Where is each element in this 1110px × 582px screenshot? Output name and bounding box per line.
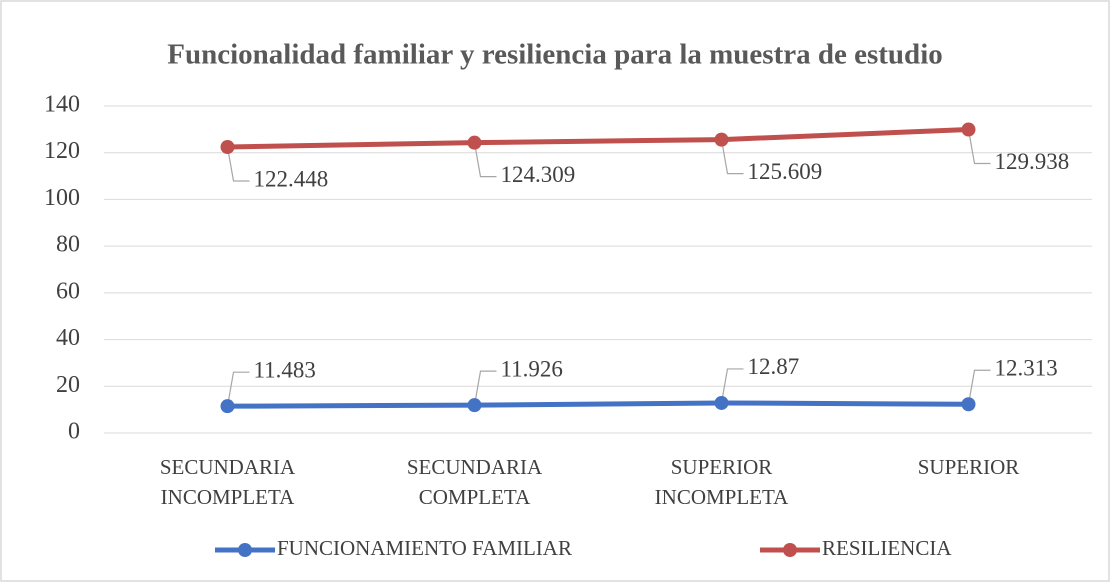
leader-line xyxy=(720,139,744,175)
x-tick-label: SUPERIOR xyxy=(918,455,1020,479)
point xyxy=(714,132,729,147)
data-label: 125.609 xyxy=(748,159,823,184)
point xyxy=(467,135,482,150)
x-tick-label: SECUNDARIA INCOMPLETA xyxy=(160,455,296,509)
y-tick-label: 20 xyxy=(56,372,80,398)
leader-line xyxy=(967,129,991,165)
data-label: 124.309 xyxy=(501,162,576,187)
point xyxy=(220,139,235,154)
y-tick-label: 120 xyxy=(44,138,80,164)
legend-marker xyxy=(783,543,797,557)
point xyxy=(961,122,976,137)
x-tick-label: SUPERIOR INCOMPLETA xyxy=(655,455,789,509)
y-tick-label: 80 xyxy=(56,232,80,258)
point xyxy=(961,397,976,412)
point xyxy=(467,398,482,413)
data-label: 11.926 xyxy=(501,356,563,381)
data-label: 122.448 xyxy=(254,166,329,191)
leader-line xyxy=(226,371,250,407)
y-tick-label: 60 xyxy=(56,278,80,304)
legend-label: RESILIENCIA xyxy=(822,536,952,560)
chart-title: Funcionalidad familiar y resiliencia par… xyxy=(167,39,943,71)
legend-marker xyxy=(238,543,252,557)
legend-label: FUNCIONAMIENTO FAMILIAR xyxy=(277,536,572,560)
leader-line xyxy=(226,146,250,182)
series-line xyxy=(227,400,969,409)
data-label: 12.313 xyxy=(995,356,1058,381)
series-line xyxy=(227,127,969,150)
leader-line xyxy=(473,142,497,178)
leader-line xyxy=(720,368,744,404)
leader-line xyxy=(967,369,991,405)
data-label: 129.938 xyxy=(995,149,1070,174)
point xyxy=(220,399,235,414)
y-tick-label: 40 xyxy=(56,325,80,351)
y-tick-label: 140 xyxy=(44,92,80,118)
y-tick-label: 100 xyxy=(44,185,80,211)
leader-line xyxy=(473,370,497,406)
x-tick-label: SECUNDARIA COMPLETA xyxy=(407,455,543,509)
data-label: 11.483 xyxy=(254,357,316,382)
y-tick-label: 0 xyxy=(68,419,80,445)
data-label: 12.87 xyxy=(748,354,800,379)
point xyxy=(714,395,729,410)
